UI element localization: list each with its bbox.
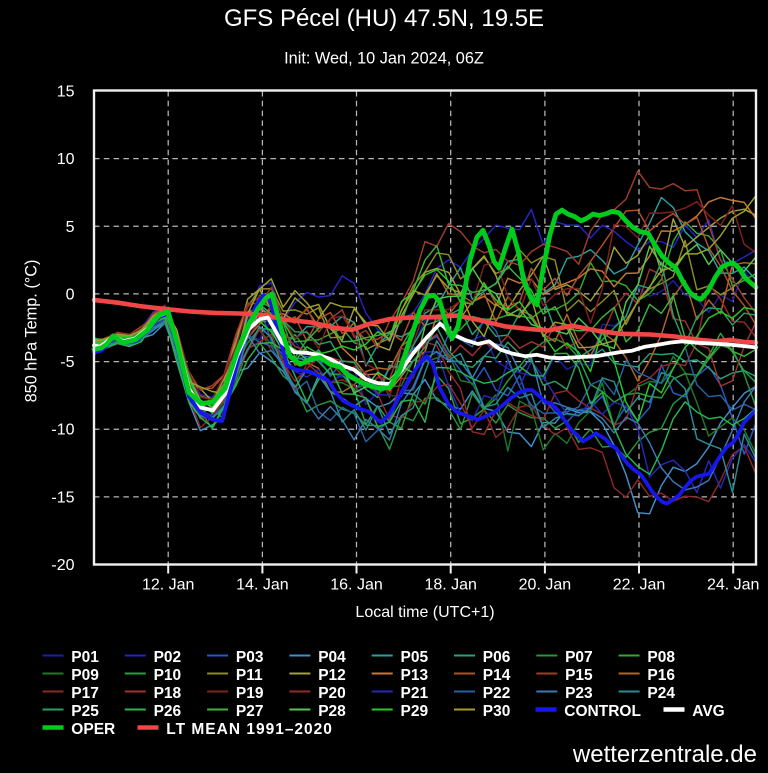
svg-text:P16: P16 bbox=[647, 667, 675, 684]
svg-text:P15: P15 bbox=[565, 667, 593, 684]
svg-text:P23: P23 bbox=[565, 685, 593, 702]
svg-text:P08: P08 bbox=[647, 649, 675, 666]
svg-text:-5: -5 bbox=[60, 354, 74, 371]
svg-text:0: 0 bbox=[66, 286, 75, 303]
svg-text:Local time (UTC+1): Local time (UTC+1) bbox=[355, 604, 494, 621]
svg-text:Init: Wed, 10 Jan 2024, 06Z: Init: Wed, 10 Jan 2024, 06Z bbox=[284, 50, 484, 68]
svg-text:18. Jan: 18. Jan bbox=[424, 577, 476, 594]
svg-text:P05: P05 bbox=[401, 649, 429, 666]
svg-text:850 hPa Temp. (°C): 850 hPa Temp. (°C) bbox=[23, 260, 41, 403]
svg-text:P20: P20 bbox=[318, 685, 346, 702]
svg-text:24. Jan: 24. Jan bbox=[707, 577, 759, 594]
svg-text:P03: P03 bbox=[236, 649, 264, 666]
svg-text:-15: -15 bbox=[51, 489, 74, 506]
svg-text:P17: P17 bbox=[71, 685, 99, 702]
svg-text:-10: -10 bbox=[51, 422, 74, 439]
svg-text:P09: P09 bbox=[71, 667, 99, 684]
svg-text:P01: P01 bbox=[71, 649, 99, 666]
svg-text:12. Jan: 12. Jan bbox=[142, 577, 194, 594]
svg-text:P21: P21 bbox=[401, 685, 429, 702]
svg-text:P28: P28 bbox=[318, 703, 346, 720]
svg-text:P22: P22 bbox=[483, 685, 511, 702]
svg-text:15: 15 bbox=[57, 84, 75, 101]
svg-text:AVG: AVG bbox=[692, 703, 724, 720]
svg-text:wetterzentrale.de: wetterzentrale.de bbox=[572, 741, 757, 768]
svg-text:P13: P13 bbox=[401, 667, 429, 684]
svg-text:20. Jan: 20. Jan bbox=[519, 577, 571, 594]
svg-text:P25: P25 bbox=[71, 703, 99, 720]
svg-text:16. Jan: 16. Jan bbox=[330, 577, 382, 594]
svg-text:P29: P29 bbox=[401, 703, 429, 720]
svg-text:P06: P06 bbox=[483, 649, 511, 666]
svg-text:P24: P24 bbox=[647, 685, 675, 702]
svg-text:P14: P14 bbox=[483, 667, 511, 684]
svg-text:LT MEAN 1991–2020: LT MEAN 1991–2020 bbox=[166, 721, 333, 738]
svg-text:GFS Pécel (HU) 47.5N, 19.5E: GFS Pécel (HU) 47.5N, 19.5E bbox=[224, 5, 544, 32]
svg-text:P19: P19 bbox=[236, 685, 264, 702]
svg-text:22. Jan: 22. Jan bbox=[613, 577, 665, 594]
svg-text:P27: P27 bbox=[236, 703, 264, 720]
svg-text:CONTROL: CONTROL bbox=[564, 703, 641, 720]
svg-text:14. Jan: 14. Jan bbox=[236, 577, 288, 594]
svg-text:5: 5 bbox=[66, 219, 75, 236]
svg-text:P30: P30 bbox=[483, 703, 511, 720]
svg-text:OPER: OPER bbox=[71, 721, 115, 738]
svg-text:P07: P07 bbox=[565, 649, 593, 666]
svg-text:P04: P04 bbox=[318, 649, 346, 666]
svg-text:P10: P10 bbox=[154, 667, 182, 684]
svg-text:P12: P12 bbox=[318, 667, 346, 684]
svg-text:P11: P11 bbox=[236, 667, 263, 684]
svg-text:P18: P18 bbox=[154, 685, 182, 702]
svg-text:P02: P02 bbox=[154, 649, 182, 666]
svg-text:-20: -20 bbox=[51, 557, 74, 574]
svg-text:10: 10 bbox=[57, 151, 75, 168]
svg-text:P26: P26 bbox=[154, 703, 182, 720]
